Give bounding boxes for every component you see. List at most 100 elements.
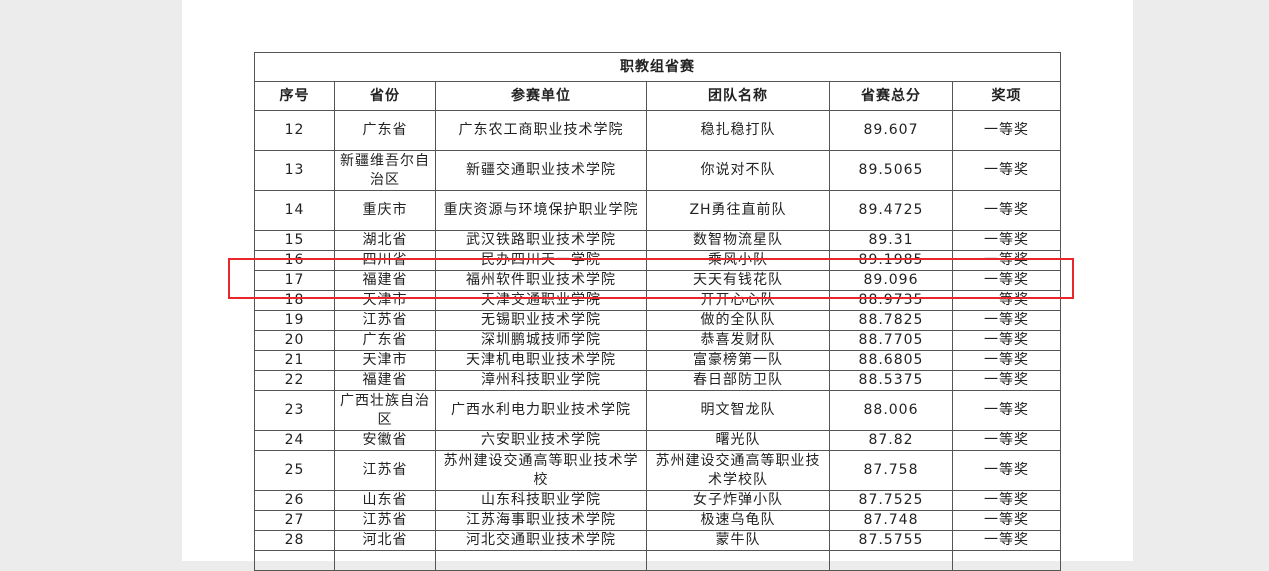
cell-award: 一等奖 xyxy=(952,330,1061,351)
cell-award: 一等奖 xyxy=(952,530,1061,551)
table-row: 25 江苏省 苏州建设交通高等职业技术学校 苏州建设交通高等职业技术学校队 87.758… xyxy=(254,450,1061,491)
cell-score: 89.607 xyxy=(829,110,953,151)
cell-row-number: 25 xyxy=(254,450,335,491)
table-row: 23 广西壮族自治区 广西水利电力职业技术学院 明文智龙队 88.006 一等奖 xyxy=(254,390,1061,431)
cell-score: 89.5065 xyxy=(829,150,953,191)
column-header-award: 奖项 xyxy=(952,81,1061,111)
column-header-unit: 参赛单位 xyxy=(435,81,647,111)
table-row: 16 四川省 民办四川天一学院 乘风小队 89.1985 一等奖 xyxy=(254,250,1061,271)
table-row: 14 重庆市 重庆资源与环境保护职业学院 ZH勇往直前队 89.4725 一等奖 xyxy=(254,190,1061,231)
column-header-score: 省赛总分 xyxy=(829,81,953,111)
cell-award: 一等奖 xyxy=(952,370,1061,391)
cell-unit: 无锡职业技术学院 xyxy=(435,310,647,331)
cell-score: 89.1985 xyxy=(829,250,953,271)
column-header-team-name: 团队名称 xyxy=(646,81,830,111)
cell-score: 87.82 xyxy=(829,430,953,451)
table-row: 26 山东省 山东科技职业学院 女子炸弹小队 87.7525 一等奖 xyxy=(254,490,1061,511)
cell-unit: 六安职业技术学院 xyxy=(435,430,647,451)
highlight-box xyxy=(228,258,1074,299)
cell-score: 88.7705 xyxy=(829,330,953,351)
cell-award: 一等奖 xyxy=(952,150,1061,191)
cell-award: 一等奖 xyxy=(952,450,1061,491)
results-table: 职教组省赛 序号 省份 参赛单位 团队名称 省赛总分 奖项 12 广东省 广东农工商职业技术学… xyxy=(254,52,1061,571)
cell-unit: 广东农工商职业技术学院 xyxy=(435,110,647,151)
cell-score: 88.7825 xyxy=(829,310,953,331)
cell-province: 广东省 xyxy=(334,110,436,151)
table-title: 职教组省赛 xyxy=(254,52,1061,82)
cell-unit: 新疆交通职业技术学院 xyxy=(435,150,647,191)
cell-province: 山东省 xyxy=(334,490,436,511)
cell-row-number: 27 xyxy=(254,510,335,531)
cell-province: 江苏省 xyxy=(334,510,436,531)
cell-award: 一等奖 xyxy=(952,270,1061,291)
table-row: 28 河北省 河北交通职业技术学院 蒙牛队 87.5755 一等奖 xyxy=(254,530,1061,551)
cell-province: 江苏省 xyxy=(334,450,436,491)
cell-province: 河北省 xyxy=(334,530,436,551)
cell-team-name: 苏州建设交通高等职业技术学校队 xyxy=(646,450,830,491)
cell-unit: 江苏海事职业技术学院 xyxy=(435,510,647,531)
cell-score: 87.748 xyxy=(829,510,953,531)
cell-score: 87.7525 xyxy=(829,490,953,511)
cell-award: 一等奖 xyxy=(952,430,1061,451)
cell-team-name: 明文智龙队 xyxy=(646,390,830,431)
cell-row-number: 14 xyxy=(254,190,335,231)
cell-award: 一等奖 xyxy=(952,490,1061,511)
cell-row-number: 17 xyxy=(254,270,335,291)
cell-row-number: 19 xyxy=(254,310,335,331)
cell-team-name: 恭喜发财队 xyxy=(646,330,830,351)
cell-unit: 武汉铁路职业技术学院 xyxy=(435,230,647,251)
cell-row-number: 28 xyxy=(254,530,335,551)
cell-team-name: 女子炸弹小队 xyxy=(646,490,830,511)
cell-unit: 深圳鹏城技师学院 xyxy=(435,330,647,351)
cell-score: 89.4725 xyxy=(829,190,953,231)
cell-row-number: 20 xyxy=(254,330,335,351)
cell-team-name: 曙光队 xyxy=(646,430,830,451)
cell-row-number: 26 xyxy=(254,490,335,511)
cell-province: 天津市 xyxy=(334,350,436,371)
cell-award: 一等奖 xyxy=(952,110,1061,151)
cell-award: 一等奖 xyxy=(952,510,1061,531)
cell-unit: 山东科技职业学院 xyxy=(435,490,647,511)
cell-team-name: 蒙牛队 xyxy=(646,530,830,551)
cell-row-number: 13 xyxy=(254,150,335,191)
cell-province: 重庆市 xyxy=(334,190,436,231)
cell-team-name: 你说对不队 xyxy=(646,150,830,191)
cell-score: 88.6805 xyxy=(829,350,953,371)
cell-team-name: 稳扎稳打队 xyxy=(646,110,830,151)
cell-team-name: ZH勇往直前队 xyxy=(646,190,830,231)
cell-team-name: 富豪榜第一队 xyxy=(646,350,830,371)
cell-score: 88.9735 xyxy=(829,290,953,311)
cell-score: 89.31 xyxy=(829,230,953,251)
cell-unit: 广西水利电力职业技术学院 xyxy=(435,390,647,431)
cell-team-name: 做的全队队 xyxy=(646,310,830,331)
table-row: 15 湖北省 武汉铁路职业技术学院 数智物流星队 89.31 一等奖 xyxy=(254,230,1061,251)
table-row: 24 安徽省 六安职业技术学院 曙光队 87.82 一等奖 xyxy=(254,430,1061,451)
table-row: 21 天津市 天津机电职业技术学院 富豪榜第一队 88.6805 一等奖 xyxy=(254,350,1061,371)
cell-province: 新疆维吾尔自治区 xyxy=(334,150,436,191)
cell-award: 一等奖 xyxy=(952,390,1061,431)
cell-province: 广东省 xyxy=(334,330,436,351)
cell-award: 一等奖 xyxy=(952,310,1061,331)
column-header-province: 省份 xyxy=(334,81,436,111)
cell-row-number: 22 xyxy=(254,370,335,391)
table-row: 22 福建省 漳州科技职业学院 春日部防卫队 88.5375 一等奖 xyxy=(254,370,1061,391)
cell-row-number: 21 xyxy=(254,350,335,371)
cell-score: 88.006 xyxy=(829,390,953,431)
cell-row-number: 15 xyxy=(254,230,335,251)
cell-unit: 苏州建设交通高等职业技术学校 xyxy=(435,450,647,491)
cell-unit: 天津交通职业学院 xyxy=(435,290,647,311)
cell-team-name: 数智物流星队 xyxy=(646,230,830,251)
cell-unit: 河北交通职业技术学院 xyxy=(435,530,647,551)
table-row: 20 广东省 深圳鹏城技师学院 恭喜发财队 88.7705 一等奖 xyxy=(254,330,1061,351)
cell-team-name: 春日部防卫队 xyxy=(646,370,830,391)
cell-row-number: 12 xyxy=(254,110,335,151)
cell-province: 广西壮族自治区 xyxy=(334,390,436,431)
cell-unit: 重庆资源与环境保护职业学院 xyxy=(435,190,647,231)
cell-province: 安徽省 xyxy=(334,430,436,451)
table-row: 27 江苏省 江苏海事职业技术学院 极速乌龟队 87.748 一等奖 xyxy=(254,510,1061,531)
cell-score: 87.5755 xyxy=(829,530,953,551)
cell-row-number: 24 xyxy=(254,430,335,451)
cell-score: 88.5375 xyxy=(829,370,953,391)
cell-province: 湖北省 xyxy=(334,230,436,251)
cell-unit: 漳州科技职业学院 xyxy=(435,370,647,391)
